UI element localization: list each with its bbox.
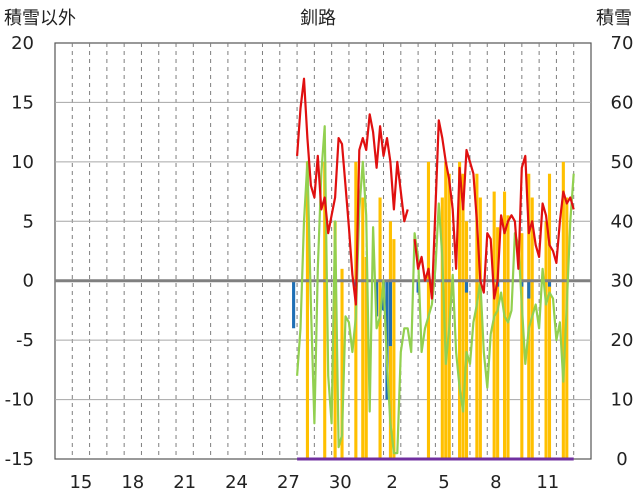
snow-depth-bar — [464, 221, 469, 459]
x-tick-label: 30 — [329, 472, 352, 493]
right-y-tick-label: 40 — [611, 211, 634, 232]
x-tick-label: 5 — [438, 472, 449, 493]
chart-title: 釧路 — [300, 8, 336, 29]
precipitation-bar — [527, 280, 531, 299]
right-y-tick-label: 20 — [611, 330, 634, 351]
left-y-tick-label: 20 — [11, 33, 34, 54]
snow-depth-bar — [333, 221, 337, 459]
precipitation-bar — [388, 280, 392, 347]
precipitation-bar — [464, 280, 469, 293]
x-tick-label: 2 — [386, 472, 397, 493]
right-axis-label: 積雪 — [596, 8, 632, 29]
snow-depth-bar — [323, 161, 327, 459]
left-y-tick-label: 15 — [11, 92, 34, 113]
x-tick-label: 24 — [225, 472, 248, 493]
series-lines — [296, 77, 575, 461]
x-tick-label: 18 — [121, 472, 144, 493]
precipitation-bar — [547, 280, 552, 287]
snow-depth-bar — [520, 233, 524, 459]
left-y-tick-label: -10 — [5, 390, 34, 411]
plot-area — [54, 42, 592, 460]
right-y-tick-label: 10 — [611, 390, 634, 411]
right-y-tick-label: 60 — [611, 92, 634, 113]
left-y-tick-label: 10 — [11, 152, 34, 173]
snow-depth-bar — [458, 161, 462, 459]
right-y-tick-label: 70 — [611, 33, 634, 54]
snow-depth-bar — [440, 197, 444, 459]
x-tick-label: 15 — [69, 472, 92, 493]
temperature-high-line — [413, 119, 575, 300]
snow-depth-bar — [392, 239, 396, 459]
snow-depth-bar — [475, 173, 479, 459]
temperature-high-line — [296, 77, 409, 306]
snow-depth-bar — [527, 173, 531, 459]
snow-depth-bar — [492, 191, 496, 460]
right-y-tick-label: 30 — [611, 271, 634, 292]
snow-depth-bar — [361, 197, 365, 459]
snow-depth-bar — [426, 161, 431, 459]
snow-depth-bar — [444, 161, 448, 459]
precipitation-bar — [520, 280, 524, 287]
snow-depth-bar — [340, 268, 344, 459]
right-y-tick-label: 50 — [611, 152, 634, 173]
right-y-tick-label: 0 — [616, 449, 627, 470]
snow-depth-bar — [364, 256, 368, 459]
snow-depth-bar — [561, 161, 565, 459]
x-tick-label: 21 — [173, 472, 196, 493]
snow-depth-bar — [305, 161, 309, 459]
left-y-tick-label: -5 — [16, 330, 34, 351]
snow-depth-bar — [496, 227, 500, 459]
x-tick-label: 27 — [277, 472, 300, 493]
snow-depth-bar — [502, 191, 507, 460]
snow-depth-bar — [378, 197, 382, 459]
snow-depth-bar — [544, 221, 548, 459]
snow-depth-bar — [530, 197, 534, 459]
left-y-tick-label: -15 — [5, 449, 34, 470]
x-tick-label: 11 — [536, 472, 559, 493]
left-axis-label: 積雪以外 — [4, 8, 76, 29]
snow-depth-bar — [478, 197, 482, 459]
left-y-tick-label: 5 — [23, 211, 34, 232]
x-tick-label: 8 — [490, 472, 501, 493]
snow-depth-bar — [547, 173, 552, 459]
precipitation-bar — [292, 280, 296, 329]
left-y-tick-label: 0 — [23, 271, 34, 292]
snow-depth-bar — [506, 215, 510, 459]
temperature-low-line — [296, 125, 575, 455]
snow-depth-bar — [461, 173, 465, 459]
